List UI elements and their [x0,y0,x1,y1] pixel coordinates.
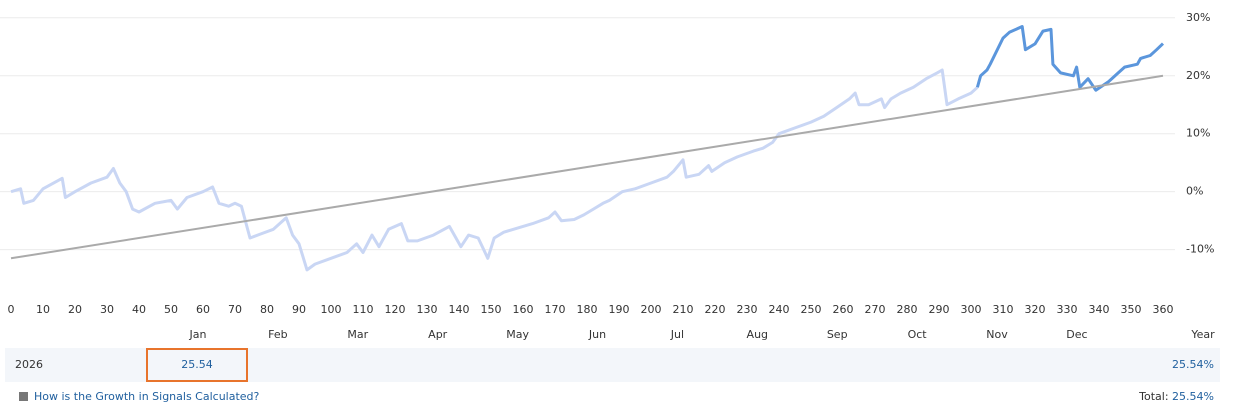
x-tick-label: 0 [8,303,15,316]
x-tick-label: 170 [545,303,566,316]
month-label: Jul [670,328,684,341]
y-tick-label: 30% [1186,11,1210,24]
y-tick-label: -10% [1186,243,1214,256]
x-tick-label: 330 [1057,303,1078,316]
x-tick-label: 90 [292,303,306,316]
x-tick-label: 340 [1089,303,1110,316]
footer: How is the Growth in Signals Calculated?… [0,386,1220,408]
x-tick-label: 320 [1025,303,1046,316]
month-label: Nov [986,328,1008,341]
x-tick-label: 360 [1153,303,1174,316]
year-label: Year [1190,328,1215,341]
x-tick-label: 200 [641,303,662,316]
x-tick-label: 70 [228,303,242,316]
line [10,74,1164,260]
x-tick-label: 290 [929,303,950,316]
x-tick-label: 10 [36,303,50,316]
y-tick-label: 0% [1186,185,1203,198]
x-tick-label: 350 [1121,303,1142,316]
month-cell[interactable]: 25.54 [146,348,248,382]
month-label: Jun [588,328,606,341]
y-tick-label: 10% [1186,127,1210,140]
x-tick-label: 120 [385,303,406,316]
month-label: Sep [827,328,848,341]
total-label: Total: [1139,390,1169,403]
x-tick-label: 50 [164,303,178,316]
x-tick-label: 210 [673,303,694,316]
x-tick-label: 300 [961,303,982,316]
x-tick-label: 190 [609,303,630,316]
x-tick-label: 310 [993,303,1014,316]
x-tick-label: 180 [577,303,598,316]
help-link[interactable]: How is the Growth in Signals Calculated? [34,390,260,403]
year-total-cell: 25.54% [1172,358,1214,371]
x-tick-label: 230 [737,303,758,316]
x-tick-label: 160 [513,303,534,316]
year-cell: 2026 [15,358,43,371]
x-tick-label: 110 [353,303,374,316]
x-tick-label: 240 [769,303,790,316]
x-tick-label: 80 [260,303,274,316]
info-icon [19,392,28,401]
line [10,68,979,272]
month-label: Dec [1066,328,1087,341]
y-tick-label: 20% [1186,69,1210,82]
x-tick-label: 280 [897,303,918,316]
x-tick-label: 20 [68,303,82,316]
year-row: 2026 25.54 25.54% [5,348,1220,382]
chart: -10% 0% 10% 20% 30% 0 10 20 30 40 50 60 70 80 90 100 110… [0,11,1215,341]
x-tick-label: 140 [449,303,470,316]
x-tick-label: 220 [705,303,726,316]
month-label: Feb [268,328,287,341]
line [975,25,1165,92]
month-label: Mar [347,328,368,341]
month-label: Aug [747,328,768,341]
x-tick-label: 40 [132,303,146,316]
month-label: Oct [908,328,928,341]
x-tick-label: 60 [196,303,210,316]
total-value: 25.54% [1172,390,1214,403]
x-tick-label: 100 [321,303,342,316]
x-tick-label: 130 [417,303,438,316]
x-tick-label: 150 [481,303,502,316]
x-tick-label: 250 [801,303,822,316]
month-label: Jan [189,328,207,341]
x-tick-label: 30 [100,303,114,316]
month-label: Apr [428,328,448,341]
x-tick-label: 260 [833,303,854,316]
x-tick-label: 270 [865,303,886,316]
month-label: May [506,328,529,341]
